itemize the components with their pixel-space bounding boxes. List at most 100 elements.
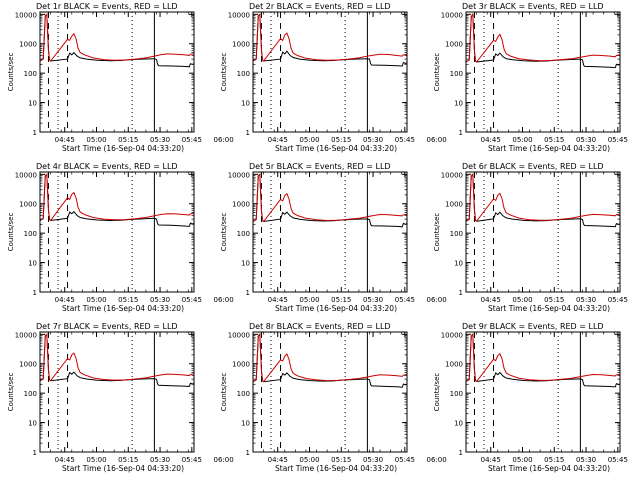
chart-panel: 1 10 100 1000 10000 04:45 05:00 05:15 05:30 05:45… [433, 2, 640, 153]
y-tick-label: 1000 [445, 361, 463, 369]
x-axis-label: Start Time (16-Sep-04 04:33:20) [275, 464, 397, 473]
y-axis-label: Counts/sec [433, 53, 441, 92]
y-tick-label: 1 [246, 449, 250, 457]
events-series-line [253, 173, 407, 228]
x-tick-label: 05:00 [512, 456, 532, 464]
axes-frame [39, 171, 195, 293]
y-axis-label: Counts/sec [433, 213, 441, 252]
chart-title: Det 6r BLACK = Events, RED = LLD [462, 162, 604, 171]
y-tick-label: 10 [28, 420, 37, 428]
y-axis-label: Counts/sec [7, 213, 15, 252]
y-tick-label: 10000 [228, 11, 250, 19]
lld-series-line [40, 173, 194, 222]
lld-series-line [466, 333, 620, 383]
lld-series-line [253, 333, 407, 383]
x-tick-label: 05:45 [182, 296, 202, 304]
y-tick-label: 100 [237, 230, 250, 238]
y-tick-label: 1000 [19, 201, 37, 209]
events-series-line [466, 173, 620, 228]
chart-title: Det 9r BLACK = Events, RED = LLD [462, 322, 604, 331]
lld-series-line [40, 13, 194, 62]
y-tick-label: 100 [450, 70, 463, 78]
plot-area [466, 332, 620, 452]
x-tick-label: 05:30 [576, 136, 596, 144]
x-tick-label: 04:45 [268, 456, 288, 464]
x-tick-label: 05:45 [608, 296, 628, 304]
y-tick-label: 100 [450, 390, 463, 398]
events-series-line [253, 333, 407, 388]
plot-area [253, 172, 407, 292]
x-tick-label: 05:15 [118, 456, 138, 464]
y-tick-label: 100 [237, 70, 250, 78]
x-axis-label: Start Time (16-Sep-04 04:33:20) [275, 144, 397, 153]
y-axis-label: Counts/sec [220, 53, 228, 92]
x-tick-label: 05:30 [363, 296, 383, 304]
x-tick-label: 05:45 [182, 136, 202, 144]
plot-area [253, 12, 407, 132]
plot-area [466, 12, 620, 132]
y-tick-label: 1 [459, 129, 463, 137]
chart-panel: 1 10 100 1000 10000 04:45 05:00 05:15 05:30 05:45… [220, 2, 447, 153]
x-axis-label: Start Time (16-Sep-04 04:33:20) [62, 464, 184, 473]
y-tick-label: 1 [246, 129, 250, 137]
x-axis-label: Start Time (16-Sep-04 04:33:20) [488, 144, 610, 153]
x-tick-label: 04:45 [481, 456, 501, 464]
chart-panel: 1 10 100 1000 10000 04:45 05:00 05:15 05:30 05:45… [433, 162, 640, 313]
x-tick-label: 05:15 [544, 136, 564, 144]
axes-frame [252, 331, 408, 453]
y-tick-label: 10000 [15, 11, 37, 19]
lld-series-line [40, 333, 194, 382]
x-tick-label: 05:45 [395, 296, 415, 304]
y-tick-label: 10000 [441, 171, 463, 179]
y-tick-label: 1 [459, 289, 463, 297]
y-axis-label: Counts/sec [220, 373, 228, 412]
x-axis-label: Start Time (16-Sep-04 04:33:20) [62, 144, 184, 153]
y-tick-label: 1000 [445, 201, 463, 209]
y-tick-label: 1 [33, 129, 37, 137]
chart-panel: 1 10 100 1000 10000 04:45 05:00 05:15 05:30 05:45… [7, 2, 234, 153]
y-tick-label: 10000 [441, 331, 463, 339]
x-tick-label: 05:15 [544, 456, 564, 464]
x-tick-label: 05:15 [544, 296, 564, 304]
y-tick-label: 10 [454, 100, 463, 108]
chart-title: Det 4r BLACK = Events, RED = LLD [36, 162, 178, 171]
y-tick-label: 10000 [228, 171, 250, 179]
y-tick-label: 10 [241, 100, 250, 108]
y-axis-label: Counts/sec [7, 53, 15, 92]
x-tick-label: 05:00 [86, 136, 106, 144]
x-tick-label: 04:45 [55, 296, 75, 304]
x-tick-label: 05:15 [118, 136, 138, 144]
chart-title: Det 2r BLACK = Events, RED = LLD [249, 2, 391, 11]
x-axis-label: Start Time (16-Sep-04 04:33:20) [62, 304, 184, 313]
x-tick-label: 05:15 [331, 456, 351, 464]
y-tick-label: 10 [454, 260, 463, 268]
x-tick-label: 04:45 [268, 296, 288, 304]
x-tick-label: 05:15 [331, 296, 351, 304]
y-tick-label: 10000 [228, 331, 250, 339]
x-tick-label: 06:00 [213, 296, 233, 304]
y-tick-label: 100 [237, 390, 250, 398]
x-tick-label: 05:45 [395, 456, 415, 464]
x-tick-label: 04:45 [55, 456, 75, 464]
y-tick-label: 1 [33, 449, 37, 457]
x-tick-label: 06:00 [426, 456, 446, 464]
x-tick-label: 05:45 [182, 456, 202, 464]
axes-frame [252, 171, 408, 293]
x-tick-label: 04:45 [481, 136, 501, 144]
axes-frame [465, 171, 621, 293]
chart-panel: 1 10 100 1000 10000 04:45 05:00 05:15 05:30 05:45… [220, 322, 447, 473]
events-series-line [253, 13, 407, 67]
x-tick-label: 05:30 [150, 296, 170, 304]
lld-series-line [253, 13, 407, 62]
x-tick-label: 05:30 [363, 136, 383, 144]
chart-panel: 1 10 100 1000 10000 04:45 05:00 05:15 05:30 05:45… [220, 162, 447, 313]
x-tick-label: 05:30 [150, 136, 170, 144]
y-tick-label: 1 [33, 289, 37, 297]
x-tick-label: 04:45 [481, 296, 501, 304]
x-tick-label: 05:00 [299, 136, 319, 144]
x-tick-label: 06:00 [426, 296, 446, 304]
y-tick-label: 1000 [19, 361, 37, 369]
lld-series-line [466, 12, 620, 63]
y-tick-label: 100 [450, 230, 463, 238]
